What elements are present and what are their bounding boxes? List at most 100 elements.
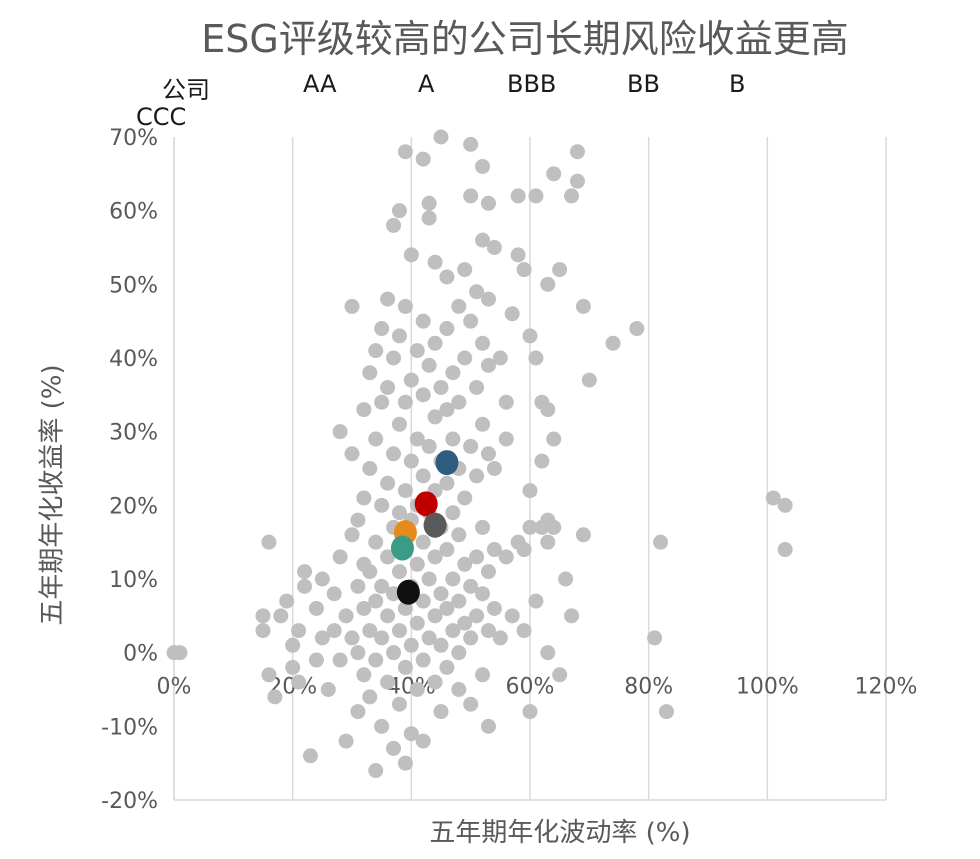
company-point <box>445 623 461 639</box>
company-point <box>540 402 556 418</box>
company-point <box>397 483 413 499</box>
x-axis-label: 五年期年化波动率 (%) <box>429 818 691 848</box>
company-point <box>629 321 645 337</box>
company-point <box>575 527 591 543</box>
company-point <box>451 593 467 609</box>
company-point <box>421 357 437 373</box>
company-point <box>285 637 301 653</box>
company-point <box>427 549 443 565</box>
company-point <box>498 394 514 410</box>
company-point <box>451 682 467 697</box>
company-point <box>777 497 793 513</box>
company-point <box>433 129 449 145</box>
company-point <box>403 453 419 469</box>
y-tick-label: -20% <box>101 789 158 814</box>
company-point <box>409 343 425 359</box>
company-point <box>320 682 336 697</box>
x-tick-label: 60% <box>506 675 555 700</box>
company-point <box>302 748 318 764</box>
company-point <box>409 431 425 447</box>
company-point <box>374 321 390 337</box>
company-point <box>463 438 479 454</box>
company-point <box>332 549 348 565</box>
company-point <box>380 608 396 624</box>
company-point <box>391 416 407 432</box>
company-point <box>427 608 443 624</box>
company-point <box>421 210 437 226</box>
company-point <box>457 556 473 572</box>
company-point <box>380 674 396 690</box>
company-point <box>397 394 413 410</box>
company-point <box>510 247 526 263</box>
company-point <box>433 379 449 395</box>
company-point <box>415 534 431 550</box>
company-point <box>350 578 366 594</box>
company-point <box>409 556 425 572</box>
company-point <box>480 291 496 307</box>
chart-title: ESG评级较高的公司长期风险收益更高 <box>201 17 849 61</box>
company-point <box>427 335 443 351</box>
company-point <box>267 689 283 705</box>
company-point <box>427 409 443 425</box>
company-point <box>415 652 431 668</box>
company-point <box>344 298 360 314</box>
company-point <box>391 564 407 580</box>
data-points <box>166 129 793 779</box>
company-point <box>356 490 372 506</box>
company-point <box>356 402 372 418</box>
company-point <box>480 446 496 462</box>
company-point <box>338 608 354 624</box>
company-point <box>480 195 496 211</box>
company-point <box>528 188 544 204</box>
company-point <box>380 549 396 565</box>
company-point <box>516 542 532 558</box>
company-point <box>439 269 455 285</box>
company-point <box>261 667 277 683</box>
company-point <box>344 527 360 543</box>
company-point <box>380 291 396 307</box>
company-point <box>255 623 271 639</box>
company-point <box>575 298 591 314</box>
y-tick-label: -10% <box>101 715 158 740</box>
company-point <box>380 379 396 395</box>
company-point <box>475 667 491 683</box>
company-point <box>338 733 354 749</box>
company-point <box>391 505 407 521</box>
company-point <box>469 549 485 565</box>
company-point <box>415 313 431 329</box>
company-point <box>362 689 378 705</box>
legend-label-b: B <box>729 70 746 98</box>
company-point <box>486 461 502 476</box>
company-point <box>605 335 621 351</box>
company-point <box>297 578 313 594</box>
company-point <box>409 615 425 631</box>
company-point <box>498 549 514 565</box>
company-point <box>397 298 413 314</box>
company-point <box>386 446 402 462</box>
company-point <box>350 645 366 661</box>
company-point <box>391 203 407 219</box>
company-point <box>540 534 556 550</box>
company-point <box>451 394 467 410</box>
company-point <box>391 328 407 344</box>
company-point <box>308 652 324 668</box>
company-point <box>540 276 556 292</box>
company-point <box>658 704 674 720</box>
rating-point-a <box>414 491 438 517</box>
company-point <box>486 600 502 616</box>
company-point <box>540 645 556 661</box>
legend-label-ccc: CCC <box>136 103 187 131</box>
y-tick-label: 30% <box>109 421 158 446</box>
company-point <box>546 519 562 535</box>
company-point <box>308 600 324 616</box>
company-point <box>534 453 550 469</box>
company-point <box>421 571 437 587</box>
company-point <box>486 240 502 255</box>
company-point <box>362 564 378 580</box>
company-point <box>498 431 514 447</box>
company-point <box>475 586 491 602</box>
company-point <box>273 608 289 624</box>
company-point <box>457 615 473 631</box>
company-point <box>344 446 360 462</box>
company-point <box>291 623 307 639</box>
